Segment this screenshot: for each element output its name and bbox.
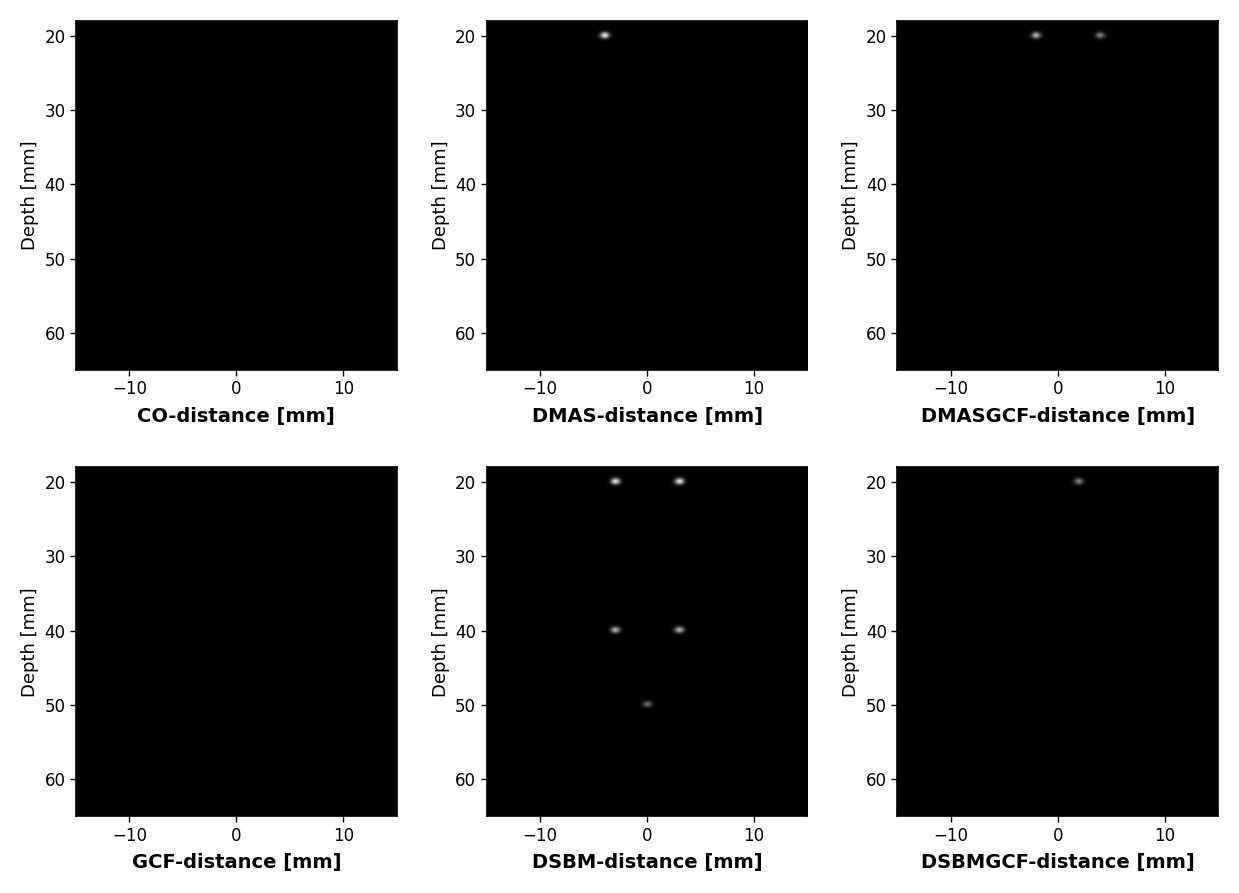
Y-axis label: Depth [mm]: Depth [mm]	[843, 140, 860, 250]
X-axis label: CO-distance [mm]: CO-distance [mm]	[138, 406, 336, 426]
X-axis label: DMAS-distance [mm]: DMAS-distance [mm]	[532, 406, 762, 426]
X-axis label: DSBMGCF-distance [mm]: DSBMGCF-distance [mm]	[921, 853, 1194, 872]
Y-axis label: Depth [mm]: Depth [mm]	[843, 587, 860, 697]
X-axis label: GCF-distance [mm]: GCF-distance [mm]	[131, 853, 341, 872]
X-axis label: DMASGCF-distance [mm]: DMASGCF-distance [mm]	[921, 406, 1194, 426]
Y-axis label: Depth [mm]: Depth [mm]	[431, 140, 450, 250]
Y-axis label: Depth [mm]: Depth [mm]	[431, 587, 450, 697]
Y-axis label: Depth [mm]: Depth [mm]	[21, 587, 38, 697]
Y-axis label: Depth [mm]: Depth [mm]	[21, 140, 38, 250]
X-axis label: DSBM-distance [mm]: DSBM-distance [mm]	[532, 853, 762, 872]
